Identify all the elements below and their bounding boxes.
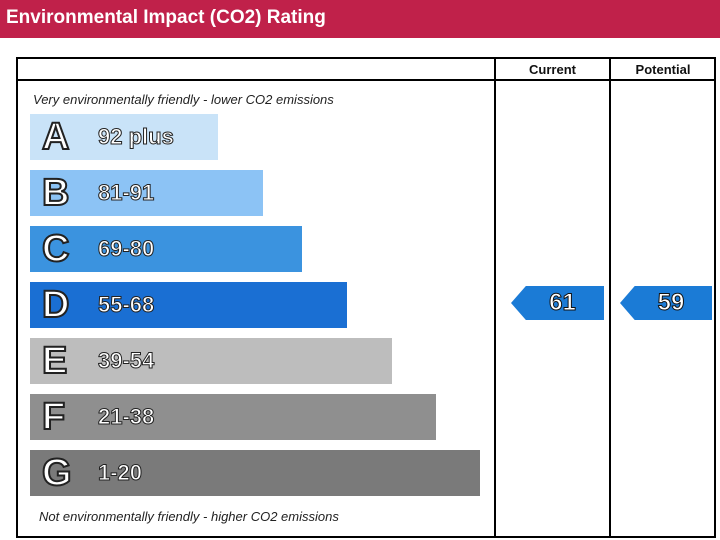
rating-band-b: B 81-91 — [30, 170, 263, 216]
band-range: 69-80 — [97, 236, 155, 262]
header-row-divider — [16, 79, 716, 81]
potential-rating-arrow: 59 — [620, 286, 712, 320]
rating-band-g: G 1-20 — [30, 450, 480, 496]
band-letter: E — [41, 339, 68, 383]
band-letter: G — [41, 451, 73, 495]
rating-band-f: F 21-38 — [30, 394, 436, 440]
rating-band-d: D 55-68 — [30, 282, 347, 328]
page-title: Environmental Impact (CO2) Rating — [0, 0, 720, 38]
top-caption: Very environmentally friendly - lower CO… — [33, 92, 334, 107]
band-range: 92 plus — [98, 124, 175, 150]
current-rating-value: 61 — [549, 289, 577, 317]
band-range: 39-54 — [97, 348, 155, 374]
band-letter: C — [41, 227, 70, 271]
band-letter: D — [41, 283, 70, 327]
band-letter: B — [41, 171, 70, 215]
rating-band-c: C 69-80 — [30, 226, 302, 272]
rating-table — [16, 57, 716, 538]
rating-band-a: A 92 plus — [30, 114, 218, 160]
rating-band-e: E 39-54 — [30, 338, 392, 384]
band-range: 81-91 — [97, 180, 155, 206]
column-divider-potential — [609, 57, 611, 538]
band-letter: A — [41, 115, 70, 159]
band-range: 1-20 — [97, 460, 143, 486]
current-rating-arrow: 61 — [511, 286, 604, 320]
bottom-caption: Not environmentally friendly - higher CO… — [39, 509, 339, 524]
band-range: 55-68 — [97, 292, 155, 318]
band-letter: F — [41, 395, 66, 439]
band-range: 21-38 — [97, 404, 155, 430]
potential-column-header: Potential — [635, 62, 691, 77]
current-column-header: Current — [529, 62, 576, 77]
potential-rating-value: 59 — [657, 289, 685, 317]
column-divider-current — [494, 57, 496, 538]
